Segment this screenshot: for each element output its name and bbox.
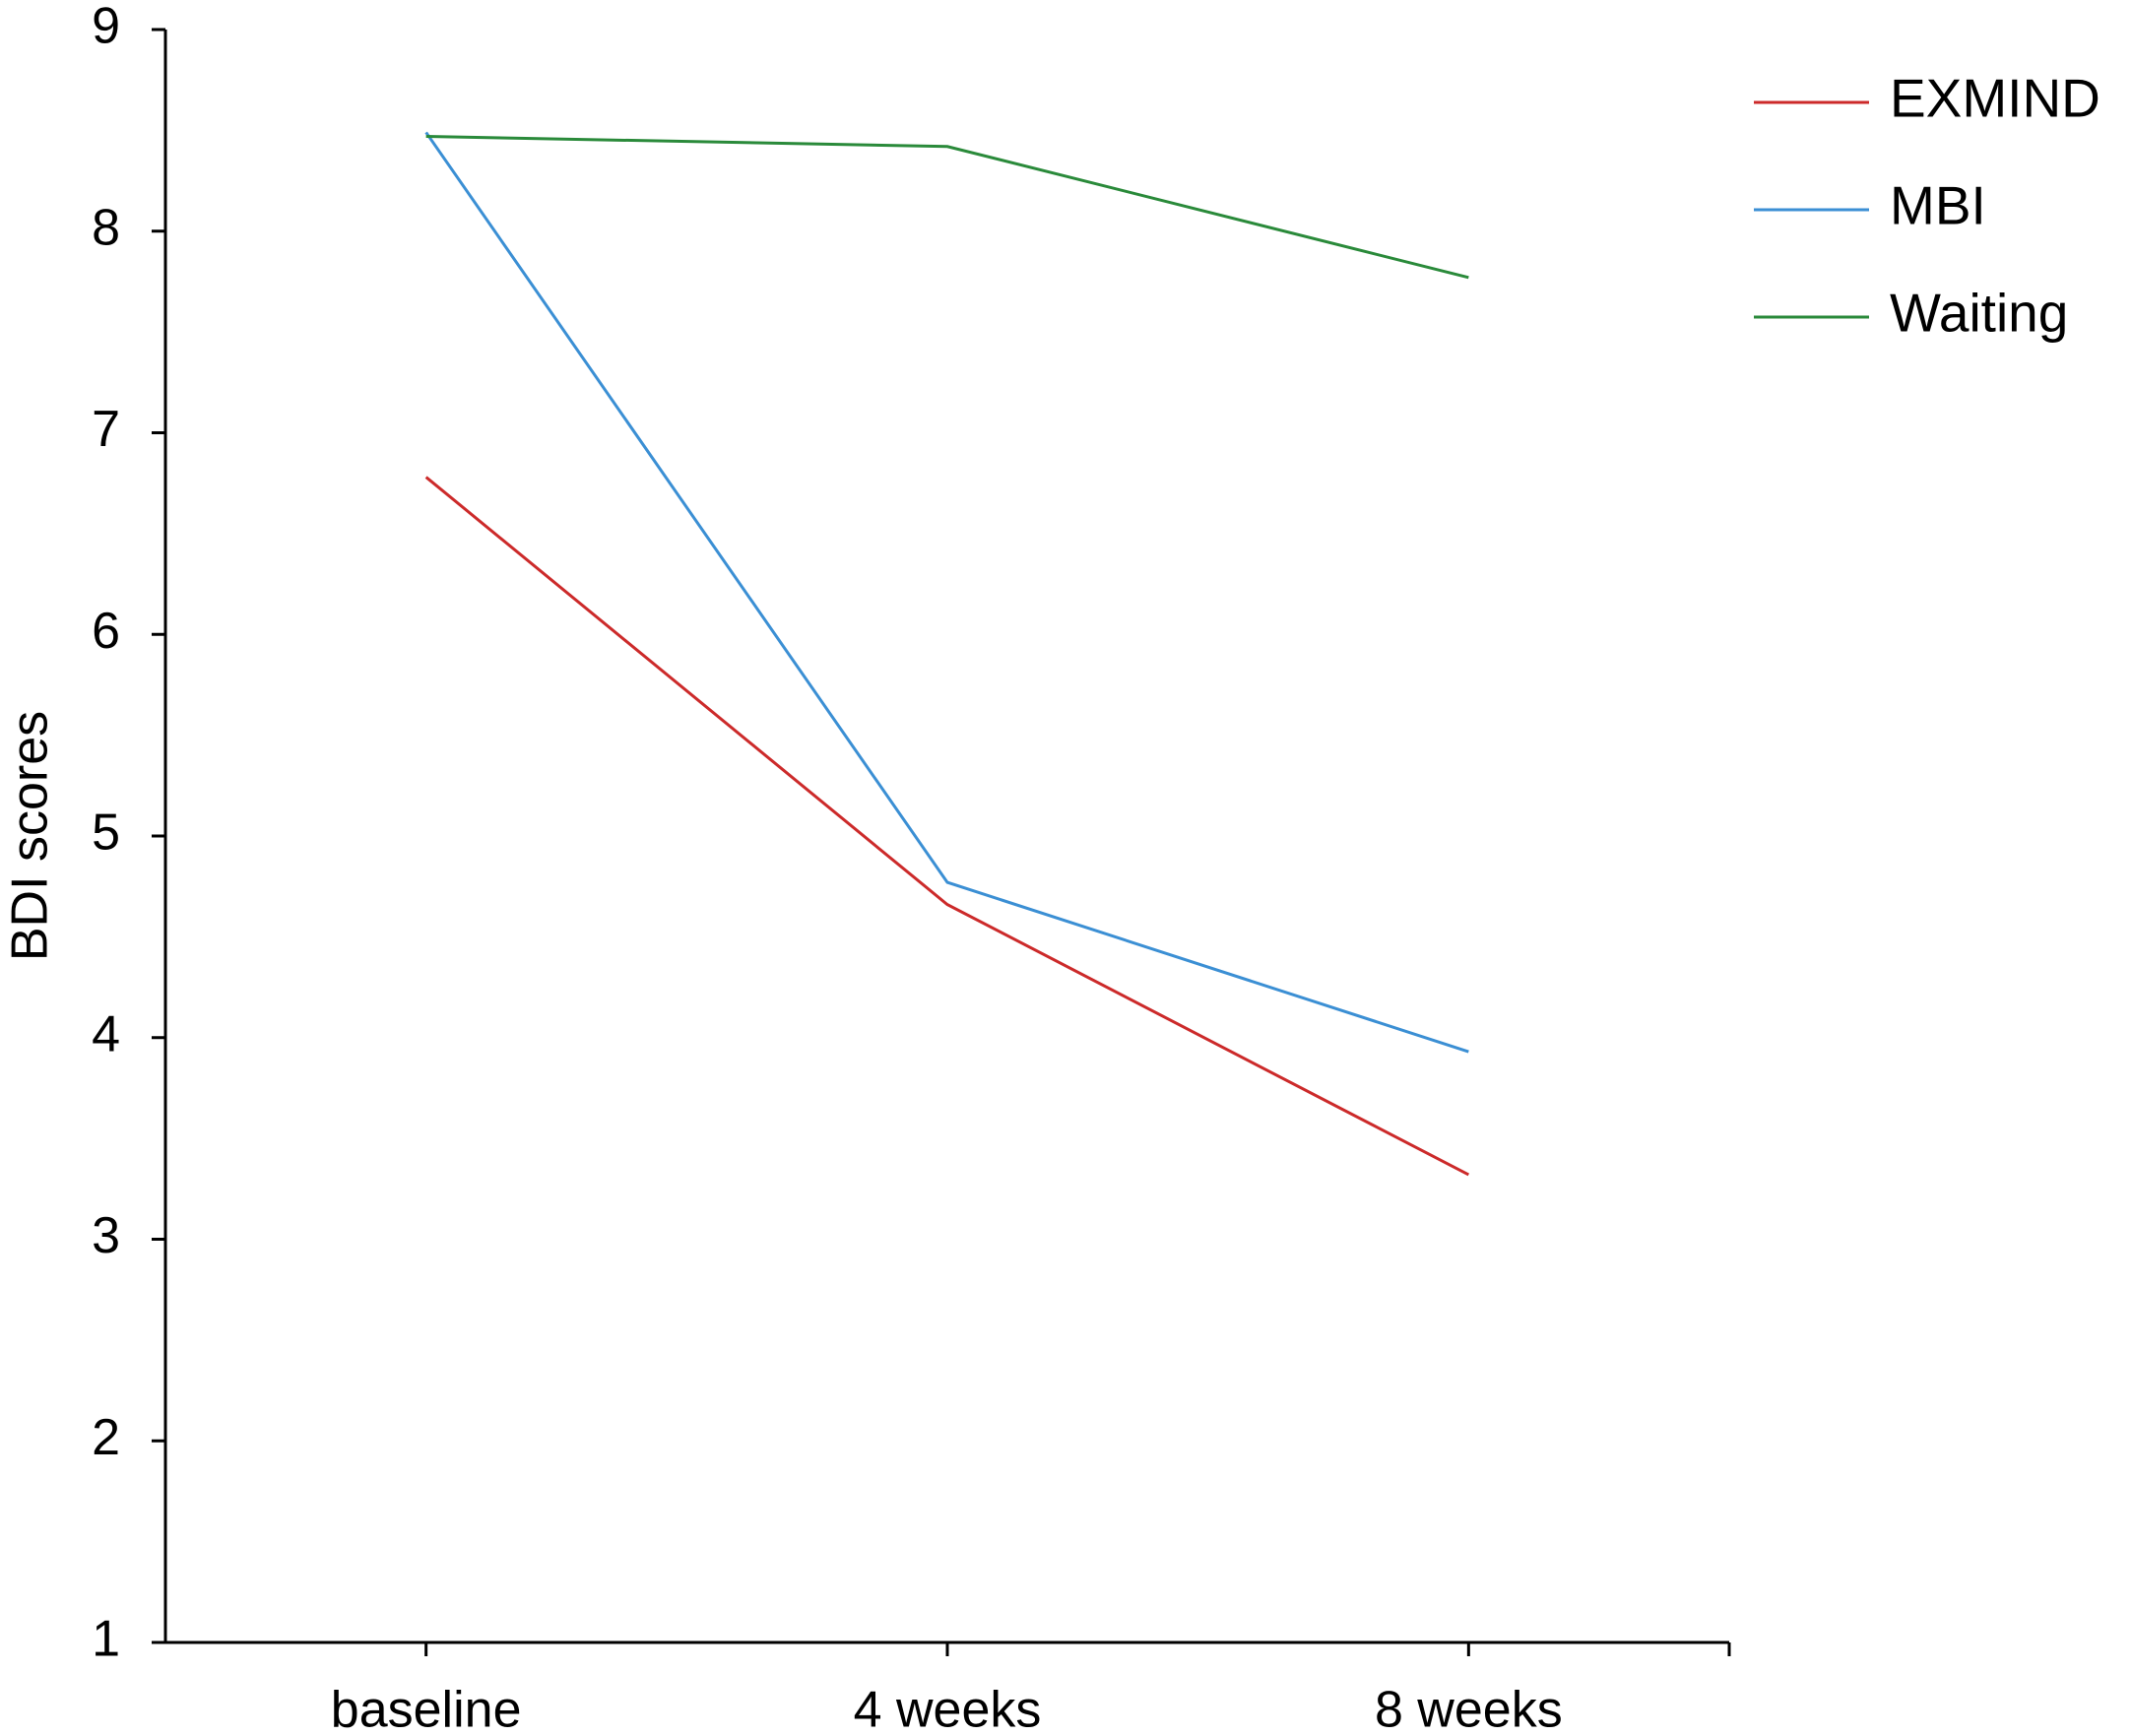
- x-tick-label: baseline: [331, 1682, 522, 1736]
- series-line: [425, 135, 1469, 280]
- x-tick-label: 8 weeks: [1375, 1682, 1563, 1736]
- y-tick-label: 7: [92, 401, 120, 458]
- legend-label: MBI: [1890, 175, 1986, 236]
- y-tick-label: 6: [92, 603, 120, 660]
- series-line: [424, 476, 1470, 1177]
- y-tick-label: 2: [92, 1409, 120, 1466]
- series-line: [424, 131, 1469, 1054]
- legend-label: Waiting: [1890, 283, 2068, 344]
- y-tick-label: 5: [92, 804, 120, 862]
- y-tick-label: 9: [92, 0, 120, 55]
- y-axis-label: BDI scores: [2, 711, 59, 961]
- y-tick-label: 4: [92, 1005, 120, 1062]
- y-tick-label: 8: [92, 199, 120, 256]
- legend-label: EXMIND: [1890, 68, 2100, 129]
- x-tick-label: 4 weeks: [854, 1682, 1042, 1736]
- y-tick-label: 1: [92, 1611, 120, 1668]
- y-tick-label: 3: [92, 1207, 120, 1264]
